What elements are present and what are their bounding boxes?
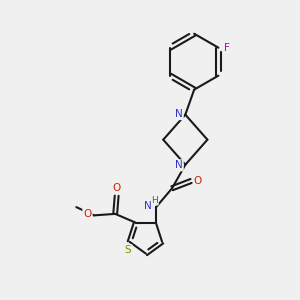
Text: S: S bbox=[125, 245, 131, 255]
Text: F: F bbox=[224, 43, 230, 53]
Text: O: O bbox=[83, 209, 92, 219]
Text: O: O bbox=[112, 183, 121, 193]
Text: N: N bbox=[144, 201, 152, 211]
Text: N: N bbox=[175, 160, 183, 170]
Text: O: O bbox=[194, 176, 202, 186]
Text: H: H bbox=[151, 196, 158, 205]
Text: N: N bbox=[175, 109, 183, 119]
